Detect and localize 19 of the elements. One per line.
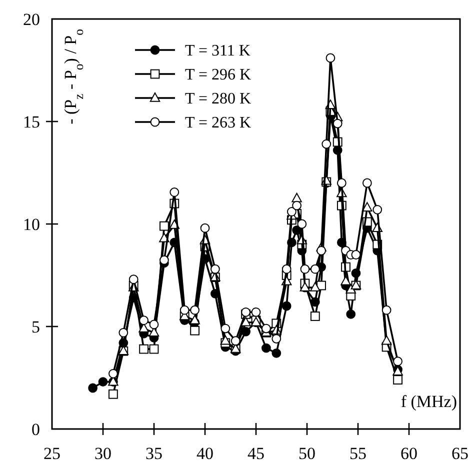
y-tick-label: 10 [23,214,40,234]
x-tick-label: 65 [452,444,468,463]
y-tick-label: 5 [32,317,40,336]
x-tick-label: 45 [248,444,264,463]
legend-label: T = 311 K [185,42,251,60]
x-tick-label: 35 [146,444,162,463]
y-tick-label: 20 [23,10,40,29]
y-tick-label: 15 [23,112,40,132]
x-tick-label: 30 [94,444,112,463]
x-tick-label: 55 [350,444,366,463]
legend-label: T = 280 K [185,90,252,108]
x-tick-label: 50 [298,444,316,463]
legend-label: T = 263 K [185,114,252,132]
x-tick-label: 40 [196,444,214,463]
y-tick-label: 0 [32,420,40,439]
x-tick-label: 25 [44,444,60,463]
legend-label: T = 296 K [185,66,252,84]
x-tick-label: 60 [400,444,418,463]
x-axis-title: f (MHz) [400,392,457,411]
